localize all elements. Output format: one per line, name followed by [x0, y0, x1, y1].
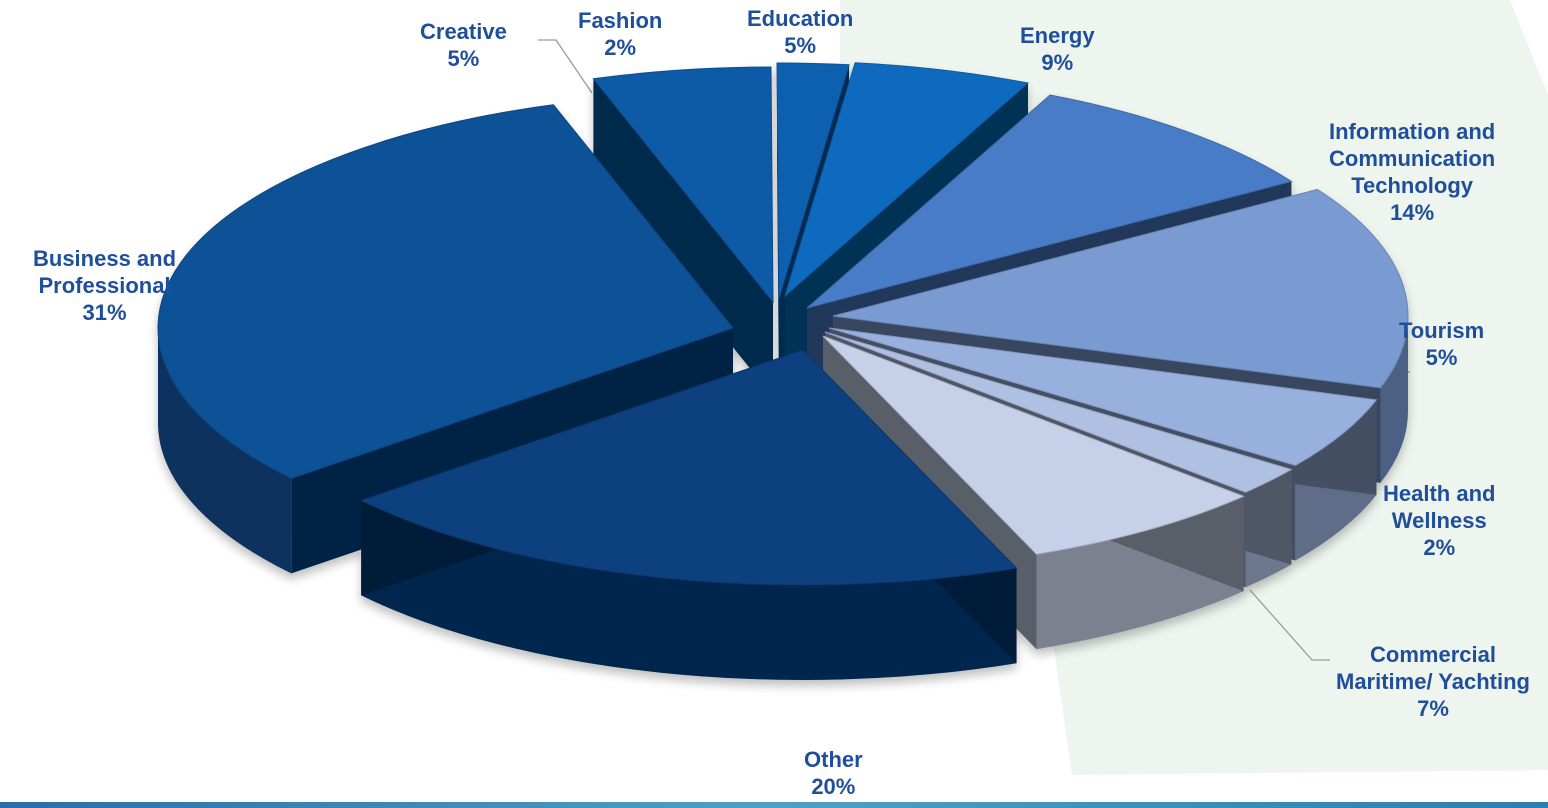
slice-label-name: Education	[747, 6, 854, 31]
slice-label-name: Professional	[38, 273, 171, 298]
slice-label-name: Other	[804, 747, 863, 772]
slice-label-name: Tourism	[1399, 318, 1485, 343]
pie-slice-top	[157, 104, 734, 479]
slice-label-percent: 9%	[1041, 50, 1074, 75]
pie-slice-top	[806, 94, 1293, 309]
pie-slice-top	[776, 62, 850, 299]
slice-label-percent: 5%	[447, 46, 480, 71]
slice-label-percent: 31%	[82, 300, 127, 325]
slice-label-creative: Creative 5%	[420, 18, 507, 72]
pie-slice-top	[784, 62, 1030, 298]
slice-label-percent: 2%	[604, 35, 637, 60]
slice-label-name: Creative	[420, 19, 507, 44]
slice-label-energy: Energy 9%	[1020, 22, 1095, 76]
slice-label-percent: 20%	[811, 774, 856, 799]
pie-slice-side	[1380, 316, 1408, 483]
pie-slice-side	[361, 500, 1017, 680]
slice-label-commercial-maritime-yachting: Commercial Maritime/ Yachting 7%	[1336, 641, 1530, 722]
slice-label-name: Energy	[1020, 23, 1095, 48]
slice-label-percent: 5%	[784, 33, 817, 58]
slice-label-percent: 5%	[1425, 345, 1458, 370]
slice-label-name: Wellness	[1391, 508, 1487, 533]
slice-label-percent: 7%	[1417, 696, 1449, 721]
slice-label-percent: 14%	[1390, 200, 1435, 225]
slice-label-percent: 2%	[1423, 535, 1456, 560]
pie-slice-top	[828, 327, 1378, 467]
slice-label-tourism: Tourism 5%	[1399, 317, 1484, 371]
slice-label-name: Health and	[1383, 481, 1496, 506]
slice-label-information-and-communication-technology: Information and Communication Technology 14…	[1329, 118, 1495, 226]
slice-label-name: Technology	[1351, 173, 1474, 198]
pie-slice-side	[158, 328, 292, 574]
pie-slice-top	[824, 331, 1293, 493]
pie-slice-creative	[592, 66, 774, 398]
slice-label-name: Information and	[1329, 119, 1496, 144]
slice-label-education: Education 5%	[747, 5, 853, 59]
slice-label-name: Fashion	[578, 8, 663, 33]
slice-label-name: Maritime/ Yachting	[1336, 669, 1530, 694]
pie-slice-top	[592, 66, 774, 304]
slice-label-business-and-professional: Business and Professional 31%	[33, 245, 176, 326]
slice-label-name: Communication	[1329, 146, 1496, 171]
pie-slice-wall	[593, 78, 773, 398]
slice-label-name: Commercial	[1370, 642, 1496, 667]
pie-slice-top	[832, 188, 1409, 389]
pie-slice-top	[359, 349, 1018, 586]
pie-slice-top	[822, 335, 1245, 555]
slice-label-name: Business and	[33, 246, 177, 271]
slice-label-fashion: Fashion 2%	[578, 7, 662, 61]
slice-label-other: Other 20%	[804, 746, 863, 800]
slice-label-health-and-wellness: Health and Wellness 2%	[1383, 480, 1495, 561]
pie-slice-other	[359, 349, 1018, 680]
